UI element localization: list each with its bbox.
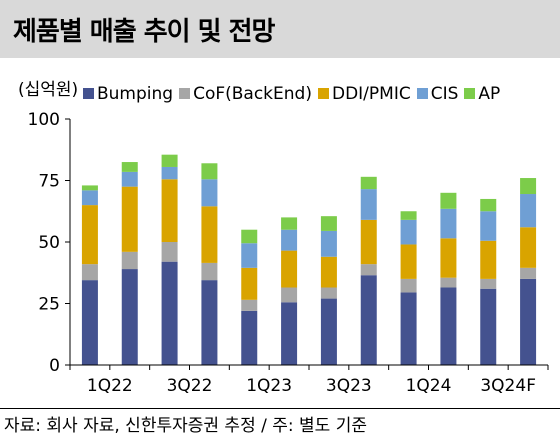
bar-segment (201, 179, 218, 207)
bar-segment (161, 154, 178, 167)
bar-segment (121, 251, 138, 270)
bar-segment (201, 280, 218, 365)
bar-segment (161, 166, 178, 180)
bar-segment (520, 267, 537, 279)
bar-segment (201, 163, 218, 180)
x-tick-label: 3Q22 (167, 376, 213, 396)
legend-swatch (317, 88, 329, 99)
stacked-bar-chart: 0 25 50 75 100 1Q22 3Q22 1Q23 3Q23 1Q24 3Q24F (28, 110, 549, 396)
x-tick-label: 3Q23 (326, 376, 372, 396)
bar-segment (121, 186, 138, 252)
bar-segment (241, 310, 258, 365)
legend-swatch (416, 88, 428, 99)
legend-swatch (179, 88, 191, 99)
bar-segment (121, 269, 138, 365)
bar-segment (480, 240, 497, 279)
bar-segment (81, 264, 98, 281)
bar-segment (121, 171, 138, 187)
y-tick-label: 75 (38, 172, 60, 192)
bar-segment (81, 280, 98, 365)
bar-segment (440, 277, 457, 288)
bar-segment (360, 275, 377, 365)
bar-segment (520, 194, 537, 228)
bar-segment (241, 299, 258, 311)
legend-label: CoF(BackEnd) (193, 84, 312, 104)
bar-segment (400, 219, 417, 245)
legend-item: CIS (416, 84, 459, 104)
legend-item: DDI/PMIC (317, 84, 411, 104)
unit-label: (십억원) (18, 80, 79, 100)
bar-segment (161, 261, 178, 365)
bar-segment (480, 288, 497, 365)
bar-segment (161, 179, 178, 242)
bar-segment (241, 229, 258, 244)
legend-label: Bumping (97, 84, 174, 104)
source-note: 자료: 회사 자료, 신한투자증권 추정 / 주: 별도 기준 (4, 416, 367, 436)
legend-label: CIS (430, 84, 459, 104)
legend-swatch (464, 88, 476, 99)
bar-segment (81, 190, 98, 206)
legend-swatch (83, 88, 94, 99)
bar-segment (480, 278, 497, 289)
bar-segment (281, 302, 298, 365)
x-tick-label: 3Q24F (480, 376, 536, 396)
y-tick-label: 100 (28, 110, 60, 130)
bar-segment (480, 211, 497, 241)
bar-segment (360, 264, 377, 276)
bar-segment (320, 287, 337, 299)
bar-segment (161, 242, 178, 262)
bar-segment (320, 256, 337, 288)
bar-segment (520, 227, 537, 268)
bar-segment (201, 206, 218, 263)
bar-segment (81, 205, 98, 265)
bar-segment (400, 292, 417, 365)
legend-label: DDI/PMIC (331, 84, 411, 104)
bar-segment (81, 185, 98, 191)
bar-segment (480, 198, 497, 212)
bar-segment (281, 217, 298, 230)
legend-item: Bumping (83, 84, 173, 104)
page-title: 제품별 매출 추이 및 전망 (13, 17, 275, 47)
bar-segment (121, 162, 138, 172)
bar-segment (281, 250, 298, 288)
bar-segment (281, 229, 298, 251)
bar-segment (520, 278, 537, 365)
legend-item: AP (464, 84, 500, 104)
y-tick-label: 25 (38, 295, 60, 315)
chart-area: (십억원) Bumping CoF(BackEnd) DDI/PMIC CIS AP 0… (0, 58, 560, 408)
y-tick-label: 0 (49, 356, 60, 376)
y-tick-label: 50 (38, 233, 60, 253)
bar-segment (360, 176, 377, 190)
bar-segment (201, 262, 218, 281)
bar-segment (440, 192, 457, 209)
x-tick-label: 1Q22 (87, 376, 133, 396)
bar-segment (440, 208, 457, 239)
bar-segment (400, 278, 417, 293)
bar-segment (440, 238, 457, 278)
x-tick-label: 1Q23 (246, 376, 292, 396)
bar-segment (241, 267, 258, 300)
legend: Bumping CoF(BackEnd) DDI/PMIC CIS AP (83, 84, 506, 104)
bar-segment (281, 287, 298, 303)
bar-segment (241, 243, 258, 268)
bar-segment (360, 219, 377, 265)
bar-segment (440, 287, 457, 365)
bar-segment (320, 216, 337, 231)
bar-segment (320, 230, 337, 257)
bar-segment (320, 298, 337, 365)
footer-divider (0, 408, 560, 409)
bar-segment (520, 178, 537, 195)
legend-item: CoF(BackEnd) (179, 84, 312, 104)
title-bar: 제품별 매출 추이 및 전망 (0, 0, 560, 58)
bar-segment (360, 189, 377, 220)
legend-label: AP (478, 84, 501, 104)
bar-segment (400, 244, 417, 279)
x-tick-label: 1Q24 (406, 376, 452, 396)
bar-segment (400, 211, 417, 220)
